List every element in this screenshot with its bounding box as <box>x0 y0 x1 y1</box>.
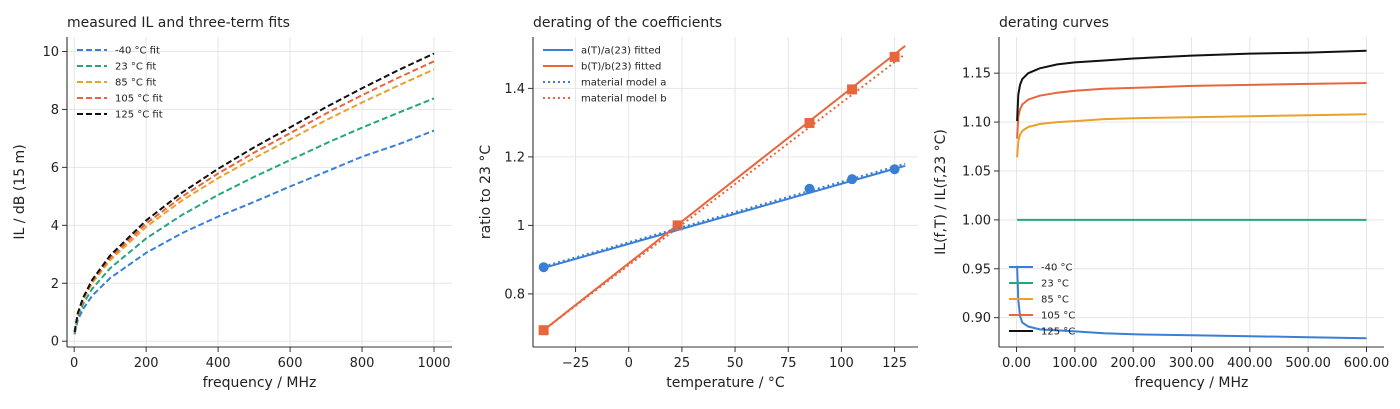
series-line-2 <box>542 45 906 331</box>
x-tick-label: 50 <box>727 356 744 371</box>
x-tick-label: 600.00 <box>1344 356 1390 371</box>
y-tick-label: 4 <box>51 219 59 234</box>
legend-label: 105 °C <box>1041 311 1075 322</box>
chart-panel-3: 0.00 100.00 200.00 300.00 400.00 500.00 600.00… <box>933 15 1389 391</box>
y-tick-label: 6 <box>51 161 59 176</box>
data-point <box>889 164 900 175</box>
y-tick-label: 1.10 <box>962 116 991 131</box>
y-tick-label: 1.05 <box>962 164 991 179</box>
series-line-1 <box>1016 265 1367 340</box>
legend-label: -40 °C <box>1041 263 1073 274</box>
x-axis-label: frequency / MHz <box>203 375 317 391</box>
y-tick-label: 0 <box>51 335 59 350</box>
x-tick-label: 200 <box>134 356 159 371</box>
x-tick-label: 800 <box>350 356 375 371</box>
x-tick-label: 125 <box>882 356 907 371</box>
x-tick-label: 400.00 <box>1227 356 1273 371</box>
x-tick-label: 400 <box>206 356 231 371</box>
legend-label: 23 °C <box>1041 279 1069 290</box>
data-point <box>804 183 815 194</box>
x-tick-label: 100.00 <box>1052 356 1098 371</box>
legend-label: 125 °C <box>1041 327 1075 338</box>
y-tick-label: 0.95 <box>962 262 991 277</box>
x-tick-label: 600 <box>278 356 303 371</box>
y-tick-label: 10 <box>42 45 59 60</box>
legend-label: 23 °C fit <box>115 62 156 73</box>
chart-title: derating curves <box>999 15 1109 31</box>
x-axis-label: frequency / MHz <box>1135 375 1249 391</box>
series-line-2 <box>73 97 435 334</box>
legend: -40 °C 23 °C 85 °C 105 °C 125 °C <box>1009 263 1075 338</box>
chart-panel-1: 0 200 400 600 800 1000 0 2 4 6 8 10 measured IL and … <box>12 15 452 391</box>
y-axis-label: ratio to 23 °C <box>478 145 494 239</box>
legend-label: 125 °C fit <box>115 110 163 121</box>
series-line-4 <box>1016 82 1367 139</box>
x-tick-label: 300.00 <box>1169 356 1215 371</box>
legend-label: b(T)/b(23) fitted <box>581 62 661 73</box>
data-point <box>538 262 549 273</box>
legend: -40 °C fit 23 °C fit 85 °C fit 105 °C fit 12… <box>77 46 163 121</box>
legend-label: a(T)/a(23) fitted <box>581 46 661 57</box>
x-tick-label: 0.00 <box>1002 356 1031 371</box>
series-line-5 <box>73 52 435 333</box>
x-tick-label: 75 <box>780 356 797 371</box>
y-tick-label: 1.00 <box>962 213 991 228</box>
legend: a(T)/a(23) fitted b(T)/b(23) fitted materi… <box>543 46 667 105</box>
y-tick-label: 1.15 <box>962 67 991 82</box>
data-point <box>847 84 858 95</box>
data-point <box>889 51 900 62</box>
y-tick-label: 8 <box>51 103 59 118</box>
x-axis-label: temperature / °C <box>666 375 785 391</box>
legend-label: 85 °C <box>1041 295 1069 306</box>
y-tick-label: 1 <box>517 219 525 234</box>
x-tick-label: 0 <box>70 356 78 371</box>
chart-title: measured IL and three-term fits <box>67 15 290 31</box>
legend-label: 85 °C fit <box>115 78 156 89</box>
y-axis-label: IL(f,T) / IL(f,23 °C) <box>933 129 949 255</box>
data-point <box>672 220 683 231</box>
x-tick-label: 0 <box>625 356 633 371</box>
series-line-1 <box>73 129 435 335</box>
y-tick-label: 0.8 <box>504 287 525 302</box>
y-tick-label: 0.90 <box>962 311 991 326</box>
y-axis-label: IL / dB (15 m) <box>12 144 28 239</box>
y-tick-label: 2 <box>51 277 59 292</box>
chart-panel-2: −25 0 25 50 75 100 125 0.8 1 1.2 1.4 derating of th… <box>478 15 918 391</box>
series-line-3 <box>1016 113 1367 158</box>
legend-label: 105 °C fit <box>115 94 163 105</box>
series-line-5 <box>1016 49 1367 122</box>
x-tick-label: 25 <box>674 356 691 371</box>
x-tick-label: 100 <box>829 356 854 371</box>
x-tick-label: −25 <box>562 356 589 371</box>
series-line-1 <box>543 164 906 269</box>
x-tick-label: 1000 <box>417 356 450 371</box>
chart-title: derating of the coefficients <box>533 15 722 31</box>
series-line-4 <box>542 53 906 331</box>
x-tick-label: 200.00 <box>1110 356 1156 371</box>
y-tick-label: 1.2 <box>504 150 525 165</box>
legend-label: material model a <box>581 78 666 89</box>
x-tick-label: 500.00 <box>1285 356 1331 371</box>
legend-label: material model b <box>581 94 667 105</box>
y-tick-label: 1.4 <box>504 82 525 97</box>
data-point <box>804 117 815 128</box>
legend-label: -40 °C fit <box>115 46 160 57</box>
